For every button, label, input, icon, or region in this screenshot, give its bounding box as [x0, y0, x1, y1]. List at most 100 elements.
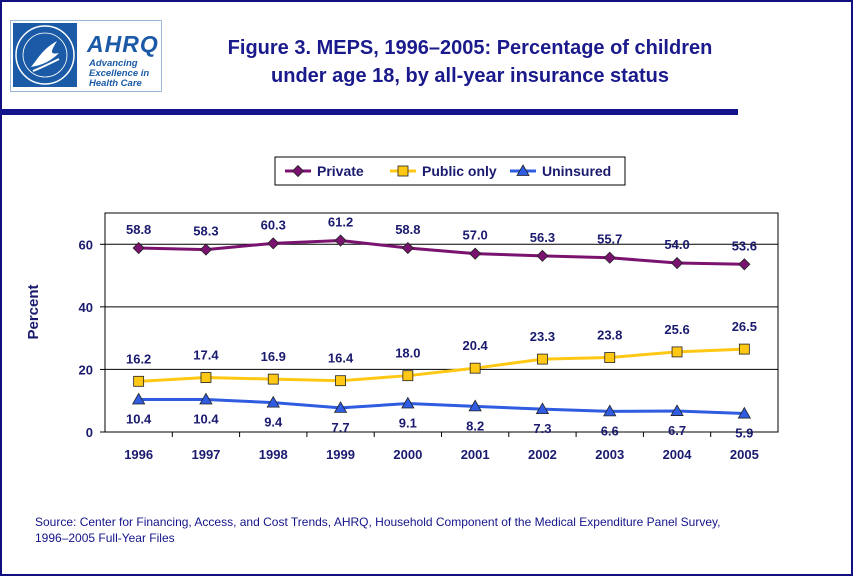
data-label: 9.4 [264, 415, 283, 430]
series-line-0 [138, 239, 745, 266]
legend-box [274, 156, 626, 186]
data-label: 26.5 [732, 319, 757, 334]
data-point [266, 395, 280, 408]
data-point [335, 375, 346, 387]
data-label: 7.7 [332, 420, 350, 435]
y-tick-label: 0 [86, 425, 93, 440]
x-tick-label: 2003 [595, 447, 624, 462]
data-label: 23.8 [597, 328, 622, 343]
data-point [402, 370, 414, 382]
data-label: 56.3 [530, 230, 555, 245]
data-point [267, 373, 279, 385]
data-point [537, 353, 548, 365]
x-tick-label: 1998 [259, 447, 288, 462]
data-point [536, 249, 549, 262]
data-point [670, 256, 684, 270]
data-point [401, 396, 415, 409]
series-line-1 [138, 347, 745, 383]
data-point [737, 406, 752, 419]
data-label: 5.9 [735, 426, 753, 441]
data-label: 23.3 [530, 329, 555, 344]
data-point [333, 401, 348, 413]
source-note-line: Source: Center for Financing, Access, an… [35, 515, 721, 529]
data-label: 7.3 [533, 421, 551, 436]
data-point [199, 243, 213, 256]
data-label: 58.8 [395, 222, 420, 237]
data-point [671, 346, 683, 358]
figure-title-line: Figure 3. MEPS, 1996–2005: Percentage of… [227, 37, 713, 59]
data-label: 6.7 [668, 423, 686, 438]
figure-title: Figure 3. MEPS, 1996–2005: Percentage of… [170, 34, 770, 90]
data-point [535, 402, 550, 415]
source-note: Source: Center for Financing, Access, an… [35, 514, 815, 546]
data-point [199, 392, 213, 405]
data-label: 53.6 [732, 238, 757, 253]
figure-title-line: under age 18, by all-year insurance stat… [271, 65, 669, 87]
data-label: 16.2 [126, 351, 151, 366]
data-point [132, 241, 145, 255]
data-label: 10.4 [193, 411, 219, 426]
x-tick-label: 1996 [124, 447, 153, 462]
logo-brand: AHRQ [87, 31, 159, 57]
data-point [469, 362, 481, 374]
legend-label: Uninsured [542, 163, 611, 179]
data-point [401, 241, 414, 255]
logo-tagline-line: Excellence in [89, 68, 150, 79]
data-point [738, 343, 750, 355]
legend-swatch-marker [291, 164, 305, 178]
source-note-line: 1996–2005 Full-Year Files [35, 531, 175, 545]
data-label: 58.8 [126, 222, 151, 237]
hhs-seal-icon [13, 23, 77, 87]
data-label: 17.4 [193, 348, 219, 363]
y-tick-label: 20 [79, 362, 93, 377]
data-point [469, 247, 482, 260]
x-tick-label: 2002 [528, 447, 557, 462]
data-point [334, 234, 347, 247]
title-divider [0, 109, 738, 115]
data-label: 16.4 [328, 351, 354, 366]
legend-swatch-marker [397, 165, 409, 177]
data-label: 18.0 [395, 346, 420, 361]
x-tick-label: 2004 [663, 447, 693, 462]
x-tick-label: 1997 [191, 447, 220, 462]
data-label: 10.4 [126, 411, 152, 426]
y-tick-label: 60 [79, 237, 93, 252]
data-point [603, 251, 616, 264]
data-point [738, 258, 751, 271]
data-point [603, 404, 617, 417]
data-label: 57.0 [462, 228, 487, 243]
legend-label: Private [317, 163, 364, 179]
x-tick-label: 2000 [393, 447, 422, 462]
data-point [200, 372, 212, 383]
data-label: 60.3 [261, 217, 286, 232]
data-point [604, 352, 616, 363]
legend-label: Public only [422, 163, 497, 179]
legend-swatch-marker [516, 164, 530, 176]
data-label: 6.6 [601, 423, 619, 438]
data-point [468, 399, 482, 412]
data-label: 8.2 [466, 418, 484, 433]
ahrq-logo: AHRQ Advancing Excellence in Health Care [10, 20, 162, 92]
data-label: 20.4 [462, 338, 488, 353]
x-tick-label: 2001 [461, 447, 490, 462]
series-line-2 [138, 397, 745, 416]
data-point [133, 375, 145, 387]
data-label: 25.6 [664, 322, 689, 337]
data-label: 55.7 [597, 232, 622, 247]
data-label: 61.2 [328, 215, 353, 230]
logo-tagline: Advancing Excellence in Health Care [89, 59, 149, 89]
data-label: 58.3 [193, 224, 218, 239]
logo-tagline-line: Advancing [89, 58, 138, 69]
data-label: 16.9 [261, 349, 286, 364]
x-tick-label: 1999 [326, 447, 355, 462]
x-tick-label: 2005 [730, 447, 759, 462]
logo-tagline-line: Health Care [89, 78, 142, 89]
data-point [131, 392, 146, 405]
y-axis-label: Percent [25, 284, 42, 339]
data-label: 9.1 [399, 416, 417, 431]
data-label: 54.0 [664, 237, 689, 252]
data-point [670, 404, 684, 416]
y-tick-label: 40 [79, 300, 93, 315]
data-point [267, 237, 280, 250]
